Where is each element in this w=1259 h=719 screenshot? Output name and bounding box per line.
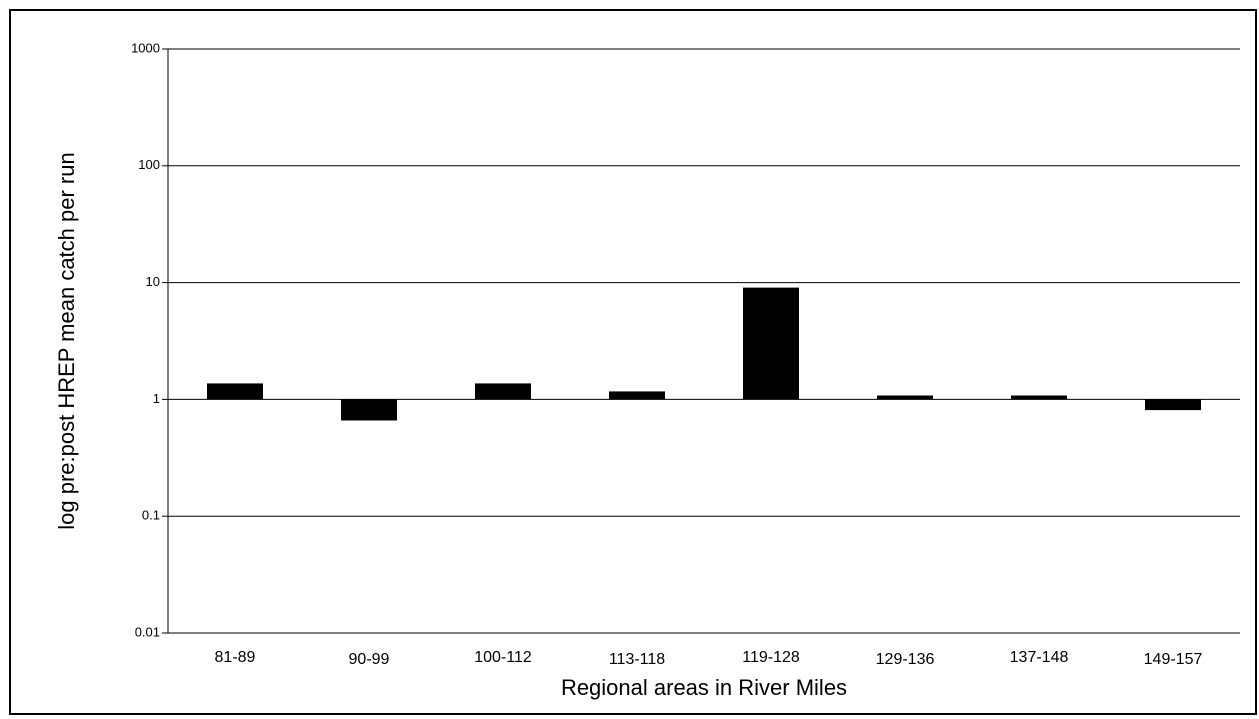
x-tick-label: 113-118 [609,651,665,668]
bar [743,287,799,400]
x-tick-label: 100-112 [474,649,532,666]
y-tick-label: 1 [153,391,160,406]
x-axis-title: Regional areas in River Miles [561,675,847,700]
frame [9,9,1257,715]
bar [877,395,933,400]
x-tick-label: 81-89 [215,649,256,666]
bar [1011,395,1067,400]
y-tick-label: 1000 [131,40,160,55]
x-tick-label: 137-148 [1010,649,1069,666]
x-tick-label: 119-128 [742,649,800,666]
x-tick-label: 149-157 [1144,651,1203,668]
x-tick-label: 129-136 [876,651,935,668]
bar [609,391,665,400]
y-tick-label: 10 [146,274,160,289]
bar [1145,399,1201,411]
bar [207,383,263,400]
x-tick-label: 90-99 [349,651,390,668]
y-tick-label: 0.01 [135,624,160,639]
y-tick-label: 0.1 [142,508,160,523]
y-axis-title: log pre:post HREP mean catch per run [54,152,79,529]
y-tick-label: 100 [138,157,160,172]
bar [475,383,531,400]
bar [341,399,397,421]
